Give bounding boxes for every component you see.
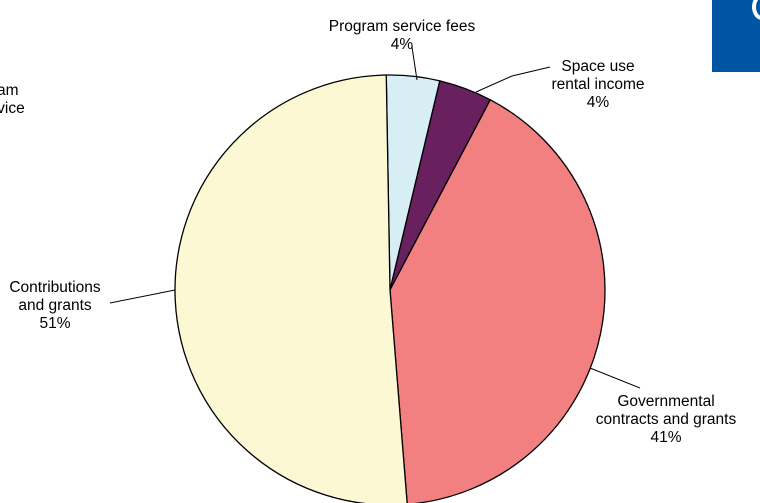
leader-line-4 [109, 289, 176, 304]
slice-name-label-4: Contributions [9, 279, 101, 296]
slice-name-label-3: Governmental [617, 393, 714, 410]
leader-line-1 [411, 46, 418, 81]
slice-name-label-2: rental income [551, 76, 644, 93]
corner-letter-icon [752, 0, 760, 20]
leader-lines [109, 46, 641, 389]
slice-name-label-4: and grants [18, 297, 91, 314]
leader-line-2 [475, 66, 551, 93]
pie-slice-3 [389, 98, 606, 503]
slice-name-label-2: Space use [561, 58, 634, 75]
corner-accent-badge [712, 0, 760, 72]
slice-name-label-3: contracts and grants [596, 411, 737, 428]
clipped-label-line-1: am [0, 82, 19, 99]
clipped-left-label: am rvice [0, 82, 25, 117]
pie-slice-4 [174, 74, 408, 503]
slice-name-label-1: Program service fees [329, 18, 476, 35]
clipped-label-line-2: rvice [0, 100, 25, 117]
leader-line-3 [589, 367, 641, 389]
pie-slices [174, 74, 606, 503]
slice-value-label-2: 4% [587, 94, 610, 111]
slice-value-label-1: 4% [391, 36, 414, 53]
slice-value-label-3: 41% [650, 429, 681, 446]
slice-value-label-4: 51% [39, 315, 70, 332]
